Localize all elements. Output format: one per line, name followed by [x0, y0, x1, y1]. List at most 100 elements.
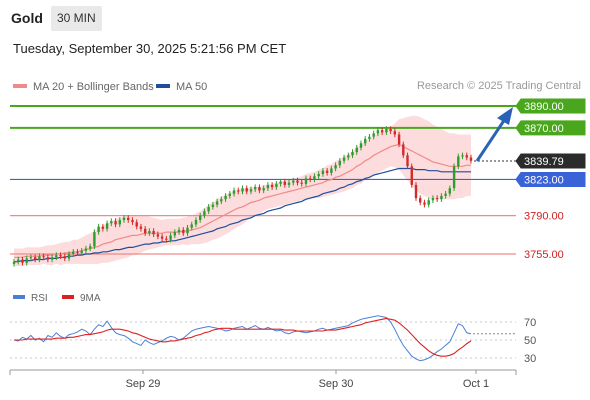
- price-tag-3890.00-text: 3890.00: [524, 101, 564, 113]
- candle-body: [465, 155, 468, 158]
- candle-body: [376, 130, 380, 134]
- candle: [156, 231, 160, 240]
- candle-body: [194, 220, 198, 225]
- candle: [347, 152, 350, 161]
- candle: [270, 182, 274, 190]
- candle-body: [89, 246, 92, 249]
- candle: [342, 154, 346, 164]
- candle-body: [397, 134, 401, 145]
- candle: [42, 253, 45, 261]
- candle: [368, 133, 371, 142]
- candle-body: [173, 232, 176, 236]
- price-tag-3823.00: 3823.00: [515, 171, 586, 187]
- candle: [321, 167, 325, 177]
- ma50-swatch: [156, 84, 170, 89]
- candle: [419, 195, 422, 206]
- candle: [448, 185, 451, 197]
- candle: [173, 229, 176, 239]
- candle-body: [325, 170, 329, 173]
- price-tag-3890.00-bg: [515, 98, 586, 114]
- candle-body: [152, 231, 155, 235]
- candle-body: [440, 195, 443, 200]
- candle-body: [97, 226, 100, 233]
- candle: [452, 163, 456, 191]
- candle: [135, 219, 138, 230]
- candle: [431, 195, 435, 204]
- candle: [46, 254, 50, 263]
- candle-body: [237, 190, 240, 192]
- candle: [359, 140, 363, 151]
- candle: [237, 187, 240, 195]
- candle-body: [228, 193, 231, 196]
- candle: [80, 247, 83, 256]
- candle-body: [139, 226, 143, 229]
- candle-body: [368, 136, 371, 139]
- rsi-tick-50: 50: [524, 335, 536, 347]
- ma20-label: MA 20 + Bollinger Bands: [33, 81, 154, 93]
- candle: [139, 223, 143, 232]
- candle-body: [59, 255, 62, 257]
- candle-body: [431, 198, 435, 201]
- rsi-9ma-line: [14, 317, 472, 357]
- candle-body: [169, 235, 172, 240]
- candle: [254, 184, 257, 193]
- forecast-arrowhead: [497, 107, 513, 125]
- candle-body: [118, 220, 121, 225]
- price-tag-3755.00: 3755.00: [524, 249, 564, 261]
- candle-body: [211, 204, 215, 207]
- candle: [228, 190, 231, 199]
- candle: [262, 185, 265, 194]
- candle: [389, 126, 392, 134]
- candle: [50, 254, 54, 263]
- interval-button[interactable]: 30 MIN: [51, 6, 102, 31]
- candle: [380, 127, 384, 136]
- candle: [300, 180, 303, 187]
- candle-body: [25, 258, 28, 263]
- candle-body: [232, 190, 236, 194]
- rsi-label: RSI: [31, 293, 48, 304]
- candle: [334, 162, 337, 172]
- candle: [220, 196, 223, 205]
- candle-body: [351, 152, 354, 156]
- candle-body: [313, 176, 316, 180]
- candle-body: [292, 180, 295, 183]
- candle-body: [148, 231, 151, 234]
- candle-body: [347, 155, 350, 158]
- candle-body: [304, 178, 308, 184]
- candle-body: [160, 236, 164, 239]
- candle: [55, 252, 58, 261]
- candle: [330, 165, 333, 176]
- candle-body: [283, 181, 286, 185]
- candle-body: [444, 193, 447, 196]
- candle-body: [393, 131, 396, 135]
- candle: [304, 175, 308, 187]
- candle-body: [63, 256, 66, 259]
- price-tag-3890.00: 3890.00: [515, 98, 586, 114]
- candle-body: [165, 238, 168, 240]
- candle: [317, 171, 320, 179]
- candle-body: [338, 160, 341, 166]
- candle-body: [105, 223, 109, 229]
- candle-body: [177, 229, 181, 233]
- candle: [131, 217, 134, 225]
- candle: [245, 185, 248, 195]
- candle-body: [203, 211, 206, 216]
- candle: [93, 229, 96, 250]
- candle: [97, 223, 100, 235]
- candle-body: [224, 195, 227, 200]
- candle: [351, 149, 354, 159]
- candle: [21, 256, 24, 266]
- candle-body: [186, 227, 189, 234]
- candle-body: [355, 147, 358, 153]
- candle: [105, 220, 109, 232]
- candle-body: [309, 178, 312, 180]
- candle: [29, 254, 33, 262]
- candle-body: [46, 257, 50, 260]
- candle-body: [427, 200, 430, 205]
- candle: [63, 253, 66, 262]
- candle: [203, 208, 206, 219]
- ma9-swatch: [62, 295, 74, 300]
- candle-body: [334, 165, 337, 169]
- candle: [258, 184, 261, 194]
